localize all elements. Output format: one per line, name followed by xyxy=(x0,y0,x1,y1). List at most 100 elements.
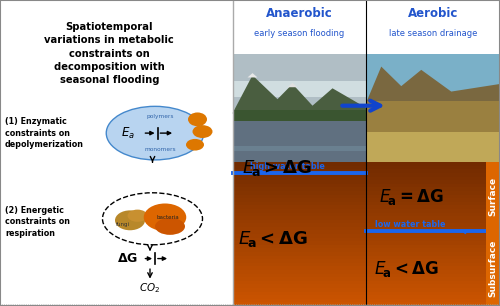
Bar xyxy=(232,216,366,220)
Bar xyxy=(366,201,500,205)
Polygon shape xyxy=(232,75,366,113)
Text: (2) Energetic
constraints on
respiration: (2) Energetic constraints on respiration xyxy=(5,206,70,238)
Bar xyxy=(232,169,366,173)
Bar xyxy=(366,270,500,274)
Bar xyxy=(232,81,366,97)
Bar xyxy=(232,0,500,54)
Bar xyxy=(366,183,500,187)
Bar xyxy=(366,166,500,170)
Bar xyxy=(232,291,366,295)
Bar xyxy=(366,198,500,202)
Bar xyxy=(366,252,500,256)
Ellipse shape xyxy=(192,125,212,138)
Bar xyxy=(232,173,366,177)
Text: Subsurface: Subsurface xyxy=(488,240,497,297)
Bar xyxy=(232,241,366,245)
Ellipse shape xyxy=(106,106,204,160)
Bar xyxy=(366,263,500,267)
Bar xyxy=(232,234,366,238)
Bar xyxy=(366,180,500,184)
Polygon shape xyxy=(288,83,298,87)
Bar xyxy=(232,212,366,216)
Text: $\mathbf{\mathit{E}_{\!a}}$$\mathbf{ < \Delta G}$: $\mathbf{\mathit{E}_{\!a}}$$\mathbf{ < \… xyxy=(374,259,438,278)
Bar xyxy=(366,194,500,198)
Text: monomers: monomers xyxy=(144,147,176,152)
Bar xyxy=(232,281,366,285)
Text: $\mathbf{\mathit{E}_{\!a}}$$\mathbf{ < \Delta G}$: $\mathbf{\mathit{E}_{\!a}}$$\mathbf{ < \… xyxy=(238,230,308,249)
Text: Anaerobic: Anaerobic xyxy=(266,7,333,20)
Bar xyxy=(232,201,366,205)
Bar xyxy=(366,205,500,209)
Bar xyxy=(486,162,500,306)
Bar xyxy=(232,223,366,227)
Bar xyxy=(232,226,366,230)
Bar xyxy=(232,146,366,151)
Bar xyxy=(366,132,500,162)
Bar xyxy=(232,266,366,270)
Bar xyxy=(0,0,232,306)
Text: bacteria: bacteria xyxy=(156,215,179,220)
Bar xyxy=(232,180,366,184)
Bar xyxy=(232,259,366,263)
Bar xyxy=(366,230,500,234)
Bar xyxy=(366,191,500,195)
Bar xyxy=(232,237,366,241)
Bar xyxy=(232,121,366,162)
Bar xyxy=(232,284,366,288)
Bar xyxy=(232,198,366,202)
Bar xyxy=(366,54,500,162)
Bar xyxy=(366,101,500,132)
Bar xyxy=(232,273,366,277)
Bar xyxy=(232,263,366,267)
Bar xyxy=(232,288,366,292)
Bar xyxy=(366,288,500,292)
Bar xyxy=(232,166,366,170)
Bar xyxy=(232,183,366,187)
Bar xyxy=(232,219,366,223)
Bar xyxy=(232,176,366,180)
Bar xyxy=(366,277,500,281)
Bar xyxy=(366,219,500,223)
Bar xyxy=(366,248,500,252)
Text: Subsurface: Subsurface xyxy=(488,240,497,297)
Polygon shape xyxy=(248,73,258,77)
Text: $CO_2$: $CO_2$ xyxy=(140,281,160,295)
Bar xyxy=(232,162,366,166)
Bar xyxy=(232,244,366,248)
Text: $\mathbf{\mathit{E}_{\!a}}$$\mathbf{ > \Delta G}$: $\mathbf{\mathit{E}_{\!a}}$$\mathbf{ > \… xyxy=(242,158,312,177)
Bar xyxy=(366,281,500,285)
Bar xyxy=(366,266,500,270)
Bar xyxy=(232,205,366,209)
Text: late season drainage: late season drainage xyxy=(389,29,478,38)
Bar xyxy=(366,54,500,103)
Bar xyxy=(366,187,500,191)
Polygon shape xyxy=(460,229,470,234)
Bar xyxy=(232,209,366,212)
Text: $\mathbf{\Delta G}$: $\mathbf{\Delta G}$ xyxy=(117,252,138,265)
Ellipse shape xyxy=(155,218,185,235)
Bar xyxy=(366,237,500,241)
Bar xyxy=(366,216,500,220)
Bar xyxy=(366,176,500,180)
Bar xyxy=(366,212,500,216)
Bar xyxy=(366,241,500,245)
Bar xyxy=(232,277,366,281)
Bar xyxy=(232,110,366,121)
Bar xyxy=(232,295,366,299)
Text: Spatiotemporal
variations in metabolic
constraints on
decomposition with
seasona: Spatiotemporal variations in metabolic c… xyxy=(44,22,174,85)
Ellipse shape xyxy=(186,139,204,151)
Bar xyxy=(232,54,366,113)
Text: early season flooding: early season flooding xyxy=(254,29,344,38)
Bar xyxy=(366,226,500,230)
Ellipse shape xyxy=(115,211,145,230)
Bar xyxy=(366,244,500,248)
Text: Surface: Surface xyxy=(488,177,497,216)
Polygon shape xyxy=(252,171,264,176)
Bar xyxy=(232,255,366,259)
Bar xyxy=(366,234,500,238)
Polygon shape xyxy=(366,67,500,103)
Text: polymers: polymers xyxy=(146,114,174,119)
Text: Surface: Surface xyxy=(488,177,497,216)
Bar xyxy=(232,230,366,234)
Bar xyxy=(366,173,500,177)
